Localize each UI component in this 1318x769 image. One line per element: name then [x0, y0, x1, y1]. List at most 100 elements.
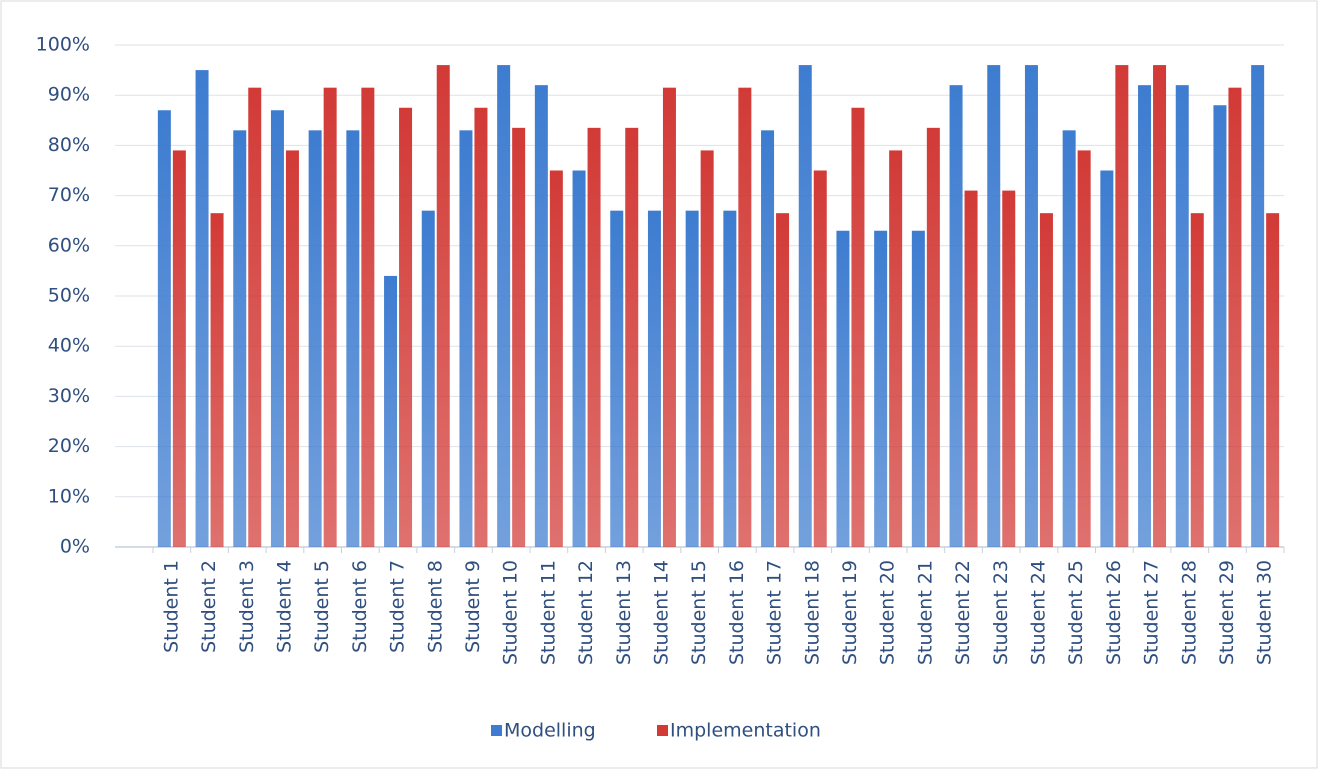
- x-tick-label: Student 21: [914, 560, 936, 665]
- bar: [625, 127, 639, 547]
- x-tick-label: Student 20: [877, 560, 899, 665]
- bar: [987, 65, 1001, 547]
- bar: [308, 130, 322, 547]
- y-tick-label: 0%: [60, 536, 90, 558]
- bar: [964, 190, 978, 547]
- legend-label: Modelling: [504, 720, 596, 742]
- y-tick-label: 10%: [48, 485, 90, 507]
- y-tick-label: 90%: [48, 84, 90, 106]
- bar: [723, 210, 737, 547]
- bar: [798, 65, 812, 547]
- bar: [270, 110, 284, 547]
- x-tick-label: Student 27: [1141, 560, 1163, 665]
- bar: [534, 85, 548, 547]
- bar: [1039, 213, 1053, 548]
- bar: [889, 150, 903, 548]
- x-tick-label: Student 6: [349, 560, 371, 653]
- bar: [1062, 130, 1076, 547]
- legend-swatch: [491, 725, 502, 736]
- bar: [587, 127, 601, 547]
- bar: [248, 87, 262, 548]
- bar: [949, 85, 963, 547]
- x-tick-label: Student 30: [1254, 560, 1276, 665]
- bar: [1100, 170, 1114, 547]
- y-tick-label: 30%: [48, 385, 90, 407]
- bar: [399, 107, 413, 547]
- x-tick-label: Student 13: [613, 560, 635, 665]
- y-tick-label: 80%: [48, 134, 90, 156]
- x-tick-label: Student 18: [801, 560, 823, 665]
- bar: [1266, 213, 1280, 548]
- bar: [497, 65, 511, 547]
- bar: [813, 170, 827, 547]
- bar: [874, 230, 888, 548]
- y-tick-label: 70%: [48, 184, 90, 206]
- y-tick-label: 40%: [48, 335, 90, 357]
- x-tick-label: Student 15: [688, 560, 710, 665]
- bar: [1002, 190, 1016, 547]
- x-tick-label: Student 3: [236, 560, 258, 653]
- bar: [549, 170, 563, 547]
- x-tick-label: Student 24: [1027, 560, 1049, 665]
- bar: [323, 87, 337, 548]
- x-tick-label: Student 1: [160, 560, 182, 653]
- bar: [776, 213, 790, 548]
- bar: [926, 127, 940, 547]
- bar: [195, 70, 209, 547]
- x-tick-label: Student 10: [500, 560, 522, 665]
- bar: [1138, 85, 1152, 547]
- bar: [512, 127, 526, 547]
- bar: [851, 107, 865, 547]
- bar: [1190, 213, 1204, 548]
- x-tick-label: Student 12: [575, 560, 597, 665]
- x-tick-label: Student 11: [537, 560, 559, 665]
- x-tick-label: Student 4: [273, 560, 295, 653]
- bar: [1228, 87, 1242, 548]
- x-tick-label: Student 14: [650, 560, 672, 665]
- bar: [738, 87, 752, 548]
- bar: [436, 65, 450, 547]
- bar: [700, 150, 714, 548]
- bar: [836, 230, 850, 548]
- bar: [572, 170, 586, 547]
- bar: [384, 275, 398, 547]
- x-tick-label: Student 8: [424, 560, 446, 653]
- y-tick-label: 100%: [36, 34, 90, 56]
- bar: [233, 130, 247, 547]
- bar: [1115, 65, 1129, 547]
- x-tick-label: Student 23: [990, 560, 1012, 665]
- x-tick-label: Student 5: [311, 560, 333, 653]
- bar: [1153, 65, 1167, 547]
- bar: [610, 210, 624, 547]
- y-tick-label: 50%: [48, 285, 90, 307]
- x-tick-label: Student 17: [764, 560, 786, 665]
- bar: [1213, 105, 1227, 548]
- x-tick-label: Student 22: [952, 560, 974, 665]
- bar: [761, 130, 775, 547]
- legend-label: Implementation: [670, 720, 821, 742]
- bar: [685, 210, 699, 547]
- bar: [1251, 65, 1265, 547]
- y-tick-label: 20%: [48, 435, 90, 457]
- bar: [157, 110, 171, 547]
- x-tick-label: Student 29: [1216, 560, 1238, 665]
- x-tick-label: Student 9: [462, 560, 484, 653]
- x-tick-label: Student 26: [1103, 560, 1125, 665]
- bar: [361, 87, 375, 548]
- x-tick-label: Student 25: [1065, 560, 1087, 665]
- bar: [662, 87, 676, 548]
- bar: [346, 130, 360, 547]
- x-tick-label: Student 19: [839, 560, 861, 665]
- x-tick-label: Student 28: [1178, 560, 1200, 665]
- bar: [421, 210, 435, 547]
- x-tick-label: Student 7: [387, 560, 409, 653]
- bar: [285, 150, 299, 548]
- legend-swatch: [657, 725, 668, 736]
- x-tick-label: Student 2: [198, 560, 220, 653]
- bar: [647, 210, 661, 547]
- bar: [172, 150, 186, 548]
- bar: [911, 230, 925, 548]
- bar: [474, 107, 488, 547]
- bar: [1175, 85, 1189, 547]
